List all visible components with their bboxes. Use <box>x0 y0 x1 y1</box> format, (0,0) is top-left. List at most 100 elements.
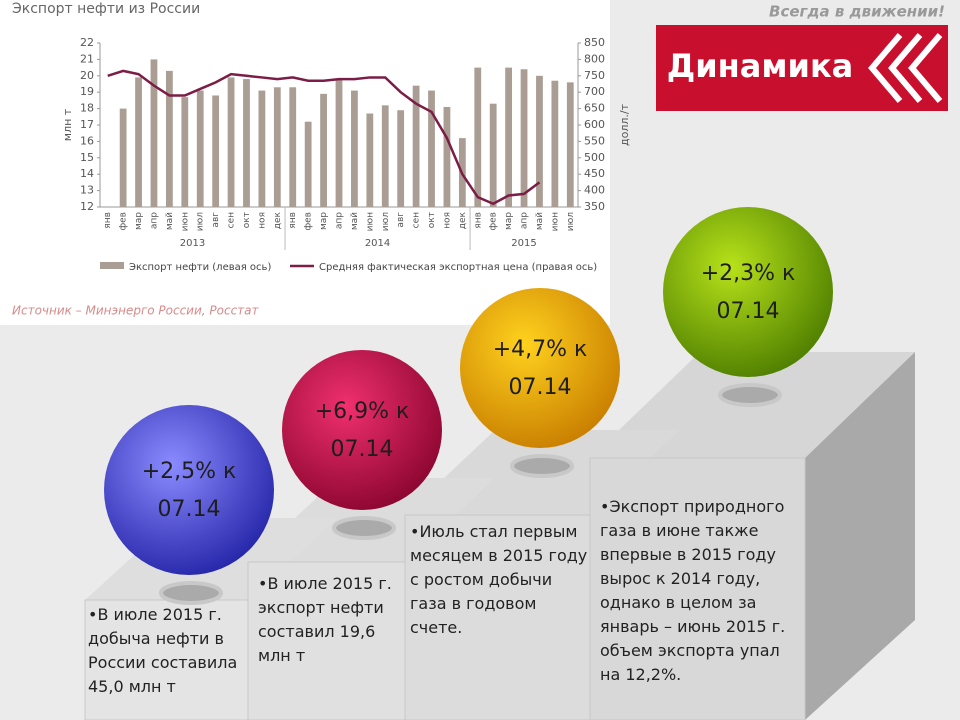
x-tick-label: апр <box>335 212 345 229</box>
x-tick-label: сен <box>227 212 237 228</box>
x-tick-label: фев <box>119 212 129 231</box>
slogan: Всегда в движении! <box>769 3 945 21</box>
bar <box>135 77 142 207</box>
note: •В июле 2015 г. экспорт нефти составил 1… <box>258 574 392 665</box>
y-tick-label: 15 <box>80 151 94 164</box>
y-tick-label: 22 <box>80 36 94 49</box>
x-tick-label: ноя <box>442 212 452 229</box>
bar <box>196 90 204 207</box>
legend-label: Средняя фактическая экспортная цена (пра… <box>319 262 597 273</box>
steps <box>84 352 915 720</box>
y-tick-label: 14 <box>80 167 94 180</box>
y-axis-label: млн т <box>61 108 74 141</box>
ball <box>282 350 442 510</box>
ball-shadow <box>332 516 396 540</box>
y-tick-label: 19 <box>80 85 94 98</box>
year-label: 2013 <box>180 238 205 249</box>
x-tick-label: янв <box>103 212 113 229</box>
bar <box>489 103 497 207</box>
x-tick-label: июн <box>180 212 190 231</box>
x-tick-label: окт <box>427 212 437 228</box>
x-tick-label: июл <box>196 212 206 231</box>
x-tick-label: июн <box>550 212 560 231</box>
bar <box>474 67 482 207</box>
year-label: 2015 <box>511 238 536 249</box>
ball-label: +6,9% к 07.14 <box>315 399 410 462</box>
y2-tick-label: 750 <box>584 69 605 82</box>
ball-label: +4,7% к 07.14 <box>493 337 588 400</box>
bar <box>212 95 220 207</box>
x-tick-label: авг <box>396 212 406 228</box>
chart-title: Экспорт нефти из России <box>12 1 200 17</box>
y2-tick-label: 450 <box>584 167 605 180</box>
x-tick-label: мар <box>134 212 144 230</box>
x-tick-label: сен <box>412 212 422 228</box>
x-tick-label: июл <box>566 212 576 231</box>
step-side <box>805 352 915 720</box>
bar <box>273 87 281 207</box>
legend-swatch <box>100 262 124 269</box>
x-tick-label: мар <box>504 212 514 230</box>
header: Динамика <box>667 47 854 85</box>
x-tick-label: июн <box>365 212 375 231</box>
bar <box>428 90 435 207</box>
note: •В июле 2015 г. добыча нефти в России со… <box>88 605 238 696</box>
y2-tick-label: 650 <box>584 102 605 115</box>
bar <box>150 59 158 208</box>
x-tick-label: ноя <box>257 212 267 229</box>
x-tick-label: янв <box>288 212 298 229</box>
y-tick-label: 16 <box>80 134 94 147</box>
x-tick-label: май <box>535 212 545 230</box>
bar <box>227 77 235 207</box>
x-tick-label: дек <box>273 211 283 229</box>
x-tick-label: май <box>165 212 175 230</box>
ball-label: +2,5% к 07.14 <box>142 459 237 522</box>
x-tick-label: янв <box>473 212 483 229</box>
y-tick-label: 12 <box>80 200 94 213</box>
y2-tick-label: 800 <box>584 52 605 65</box>
y2-tick-label: 850 <box>584 36 605 49</box>
bar <box>304 121 312 207</box>
step-front <box>247 561 406 720</box>
bar <box>381 105 389 207</box>
y2-tick-label: 600 <box>584 118 605 131</box>
year-label: 2014 <box>365 238 390 249</box>
legend-label: Экспорт нефти (левая ось) <box>129 262 271 273</box>
y2-tick-label: 350 <box>584 200 605 213</box>
ball <box>460 288 620 448</box>
source: Источник – Минэнерго России, Росстат <box>12 304 260 318</box>
y2-axis-label: долл./т <box>618 103 631 146</box>
line <box>107 69 541 206</box>
y2-tick-label: 550 <box>584 134 605 147</box>
bar <box>258 90 266 207</box>
bar <box>165 70 173 207</box>
ball-shadow <box>510 454 574 478</box>
y-tick-label: 17 <box>80 118 94 131</box>
ball <box>663 207 833 377</box>
bar <box>566 82 574 207</box>
bar <box>520 69 528 208</box>
bar <box>443 106 451 207</box>
y2-tick-label: 400 <box>584 184 605 197</box>
x-tick-label: май <box>350 212 360 230</box>
step-front <box>589 457 806 720</box>
x-tick-label: авг <box>211 212 221 228</box>
y-tick-label: 21 <box>80 52 94 65</box>
note: •Июль стал первым месяцем в 2015 году с … <box>410 522 588 637</box>
y2-tick-label: 700 <box>584 85 605 98</box>
ball-label: +2,3% к 07.14 <box>701 261 796 324</box>
bar <box>335 79 343 207</box>
bar <box>366 113 374 207</box>
y-tick-label: 20 <box>80 69 94 82</box>
bar <box>397 110 405 207</box>
y-tick-label: 18 <box>80 102 94 115</box>
bar <box>289 87 297 207</box>
bar <box>505 67 513 207</box>
x-tick-label: фев <box>489 212 499 231</box>
bar <box>181 97 189 207</box>
y2-tick-label: 500 <box>584 151 605 164</box>
x-tick-label: июл <box>381 212 391 231</box>
bar <box>412 85 420 207</box>
x-tick-label: мар <box>319 212 329 230</box>
